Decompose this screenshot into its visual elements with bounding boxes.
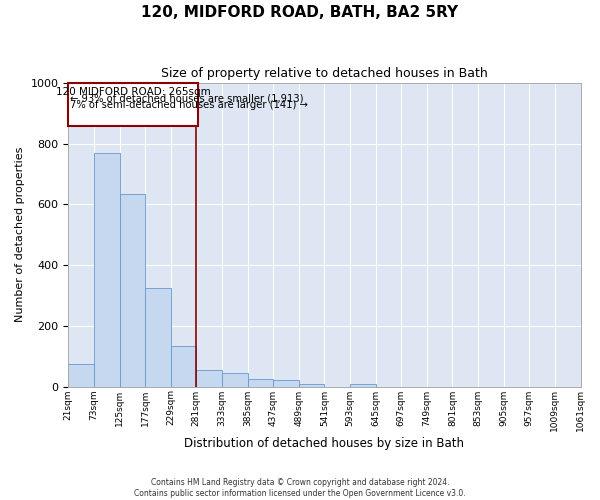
Bar: [196, 370, 222, 386]
Bar: [273, 380, 299, 386]
Text: 120, MIDFORD ROAD, BATH, BA2 5RY: 120, MIDFORD ROAD, BATH, BA2 5RY: [142, 5, 458, 20]
Text: ← 93% of detached houses are smaller (1,913): ← 93% of detached houses are smaller (1,…: [70, 94, 304, 104]
Bar: [350, 384, 376, 386]
Bar: [248, 379, 273, 386]
Text: 7% of semi-detached houses are larger (141) →: 7% of semi-detached houses are larger (1…: [70, 100, 308, 110]
Y-axis label: Number of detached properties: Number of detached properties: [15, 147, 25, 322]
Bar: [94, 153, 119, 386]
Title: Size of property relative to detached houses in Bath: Size of property relative to detached ho…: [161, 68, 488, 80]
Bar: [299, 384, 325, 386]
Bar: [68, 364, 94, 386]
Bar: [119, 194, 145, 386]
X-axis label: Distribution of detached houses by size in Bath: Distribution of detached houses by size …: [184, 437, 464, 450]
Text: 120 MIDFORD ROAD: 265sqm: 120 MIDFORD ROAD: 265sqm: [56, 86, 211, 97]
FancyBboxPatch shape: [68, 83, 199, 126]
Text: Contains HM Land Registry data © Crown copyright and database right 2024.
Contai: Contains HM Land Registry data © Crown c…: [134, 478, 466, 498]
Bar: [222, 373, 248, 386]
Bar: [171, 346, 196, 387]
Bar: [145, 288, 171, 386]
